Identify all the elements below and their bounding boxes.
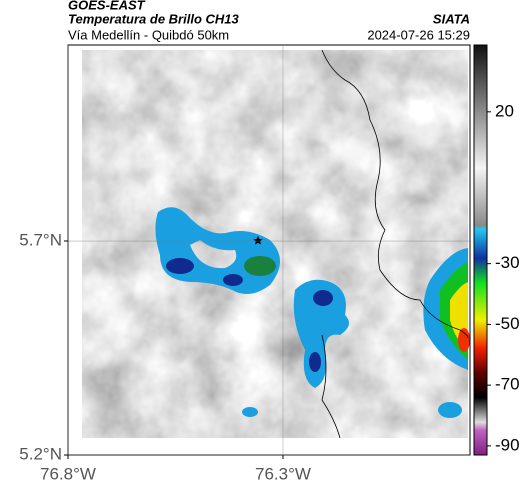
colorbar: [473, 44, 488, 456]
route: Vía Medellín - Quibdó 50km: [68, 27, 229, 42]
x-tick-label: 76.8°W: [40, 464, 96, 483]
source: GOES-EAST: [68, 0, 146, 12]
datetime: 2024-07-26 15:29: [367, 27, 470, 42]
colorbar-tick-label: -30: [495, 253, 520, 272]
colorbar-tick-label: -90: [495, 435, 520, 454]
imagery: [82, 49, 470, 439]
y-tick-label: 5.7°N: [19, 230, 62, 249]
colorbar-tick-label: 20: [495, 101, 514, 120]
x-tick-label: 76.3°W: [255, 464, 311, 483]
agency: SIATA: [433, 11, 470, 26]
colorbar-tick-label: -70: [495, 375, 520, 394]
product: Temperatura de Brillo CH13: [68, 11, 240, 26]
y-tick-label: 5.2°N: [19, 444, 62, 463]
colorbar-tick-label: -50: [495, 314, 520, 333]
